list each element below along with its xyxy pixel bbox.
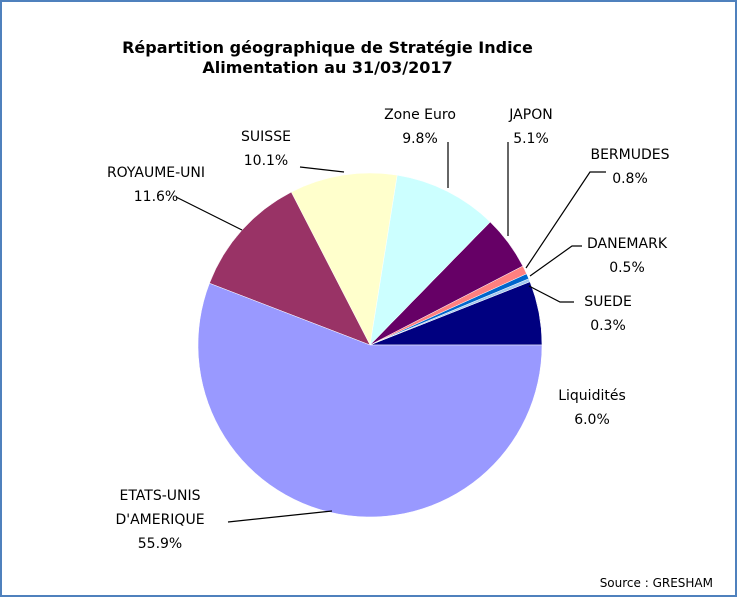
leader-line [175,196,243,231]
slice-value-label: 6.0% [574,412,610,428]
leader-line [227,510,333,523]
slice-label: ROYAUME-UNI [106,165,206,181]
slice-value-label: 10.1% [243,153,289,169]
pie-slice [290,172,398,346]
slice-value-label: 11.6% [133,189,179,205]
slice-value-label: 0.3% [590,318,626,334]
slice-value-label: 0.8% [612,171,648,187]
leader-line [528,285,574,303]
chart-title: Alimentation au 31/03/2017 [202,58,453,77]
slice-value-label: 55.9% [137,536,183,552]
pie-slice [209,191,371,346]
slice-label: ETATS-UNIS D'AMERIQUE [115,488,205,528]
slice-value-label: 5.1% [513,131,549,147]
pie-slice [197,282,543,518]
pie-slice [369,174,491,346]
slice-label: Zone Euro [384,107,456,123]
slice-value-label: 0.5% [609,260,645,276]
slice-label: BERMUDES [590,147,670,163]
slice-label: SUISSE [241,129,291,145]
leader-line [299,166,345,173]
leader-line [525,171,606,269]
slice-value-label: 9.8% [402,131,438,147]
chart-title: Répartition géographique de Stratégie In… [122,38,533,57]
slice-label: DANEMARK [587,236,667,252]
leader-line [529,245,582,277]
slice-label: SUEDE [584,294,632,310]
slice-label: Liquidités [558,388,626,404]
slice-label: JAPON [509,107,553,123]
source: Source : GRESHAM [599,576,713,590]
